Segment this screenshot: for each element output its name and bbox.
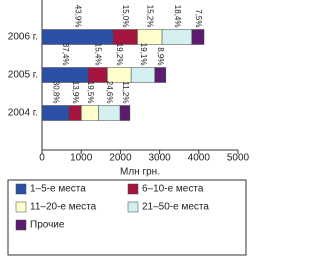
legend-frame <box>7 179 247 256</box>
value-label: 15,2% <box>146 5 155 28</box>
y-tick-label: 2006 г. <box>8 32 38 43</box>
legend-label: 11–20-е места <box>30 202 97 213</box>
bar-segment <box>41 105 70 121</box>
legend-label: 6–10-е места <box>142 184 204 195</box>
x-tick-label: 3000 <box>148 153 171 164</box>
bar-segment <box>191 29 205 45</box>
value-label: 7,5% <box>194 9 203 27</box>
value-label: 11,2% <box>121 81 130 103</box>
x-axis-label: Млн грн. <box>120 167 160 178</box>
legend-swatch <box>127 183 139 195</box>
x-tick-label: 1000 <box>70 153 93 164</box>
legend-swatch <box>15 201 27 213</box>
legend-swatch <box>127 201 139 213</box>
legend-label: Прочие <box>30 220 65 231</box>
value-label: 13,9% <box>71 81 80 104</box>
value-label: 15,0% <box>121 5 130 28</box>
value-label: 19,5% <box>86 81 95 104</box>
value-label: 18,4% <box>173 5 182 28</box>
x-tick-label: 5000 <box>227 153 250 164</box>
value-label: 37,4% <box>61 43 70 66</box>
bar-segment <box>41 67 89 83</box>
bar-segment <box>154 67 167 83</box>
legend-label: 21–50-е места <box>142 202 209 213</box>
legend-label: 1–5-е места <box>30 184 86 195</box>
chart: Млн грн. 0 1000 2000 3000 4000 5000 2006 г. 43,… <box>7 0 250 256</box>
value-label: 24,6% <box>105 81 114 104</box>
x-tick-label: 4000 <box>188 153 211 164</box>
bar-segment <box>81 105 99 121</box>
x-tick-label: 0 <box>39 153 45 164</box>
legend-swatch <box>15 183 27 195</box>
bar-segment <box>161 29 193 45</box>
bar-segment <box>98 105 121 121</box>
y-tick-label: 2005 г. <box>8 70 38 81</box>
y-tick-label: 2004 г. <box>8 108 38 119</box>
value-label: 15,4% <box>94 43 103 66</box>
value-label: 43,9% <box>73 5 82 28</box>
bar-segment <box>68 105 82 121</box>
bar-segment <box>119 105 131 121</box>
bar-segment <box>130 67 156 83</box>
value-label: 19,1% <box>139 43 148 66</box>
value-label: 8,9% <box>156 47 165 65</box>
x-tick-label: 2000 <box>109 153 132 164</box>
value-label: 19,2% <box>115 43 124 66</box>
value-label: 30,8% <box>51 81 60 104</box>
legend-swatch <box>15 219 27 231</box>
